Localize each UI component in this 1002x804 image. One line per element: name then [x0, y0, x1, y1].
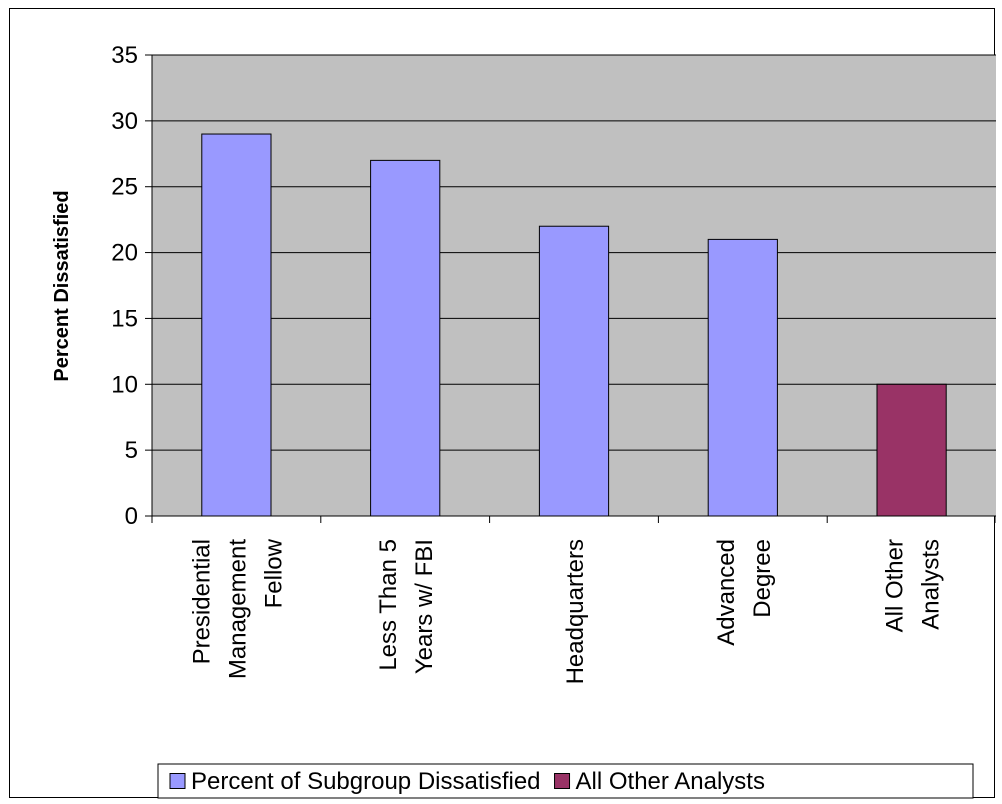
- x-tick-label: Less Than 5: [375, 539, 402, 671]
- x-tick-label: Fellow: [260, 538, 287, 608]
- y-tick-label: 5: [125, 437, 138, 464]
- legend-swatch: [169, 773, 186, 789]
- x-tick-label: All Other: [882, 539, 909, 632]
- y-tick-label: 35: [111, 42, 138, 69]
- x-tick-label: Presidential: [188, 539, 215, 664]
- x-tick-label: Years w/ FBI: [411, 539, 438, 674]
- x-tick-label: Management: [224, 539, 251, 679]
- x-tick-labels: Presidential Management Fellow Less Than 5 Y…: [188, 538, 944, 684]
- bar: [201, 133, 272, 517]
- y-tick-label: 15: [111, 305, 138, 332]
- legend: Percent of Subgroup Dissatisfied All Othe…: [157, 763, 974, 799]
- legend-label: Percent of Subgroup Dissatisfied: [191, 768, 541, 795]
- x-tick-label: Advanced: [713, 539, 740, 646]
- bar: [538, 225, 610, 517]
- y-tick-label: 10: [111, 371, 138, 398]
- x-tick-label: Headquarters: [562, 539, 589, 684]
- bar: [370, 159, 441, 517]
- bar: [876, 383, 947, 517]
- chart: 0 5 10 15 20 25 30 35 Presidential Management Fel…: [51, 42, 998, 799]
- x-tick-label: Analysts: [918, 539, 945, 630]
- chart-frame: 0 5 10 15 20 25 30 35 Presidential Management Fel…: [9, 8, 998, 799]
- bar: [707, 238, 778, 517]
- y-tick-label: 20: [111, 240, 138, 267]
- y-tick-label: 25: [111, 174, 138, 201]
- y-tick-label: 0: [125, 503, 138, 530]
- x-tick-label: Degree: [749, 539, 776, 618]
- y-tick-label: 30: [111, 108, 138, 135]
- legend-swatch: [554, 773, 571, 789]
- y-tick-labels: 0 5 10 15 20 25 30 35: [111, 42, 138, 530]
- legend-label: All Other Analysts: [576, 768, 765, 795]
- y-axis-title: Percent Dissatisfied: [51, 190, 73, 381]
